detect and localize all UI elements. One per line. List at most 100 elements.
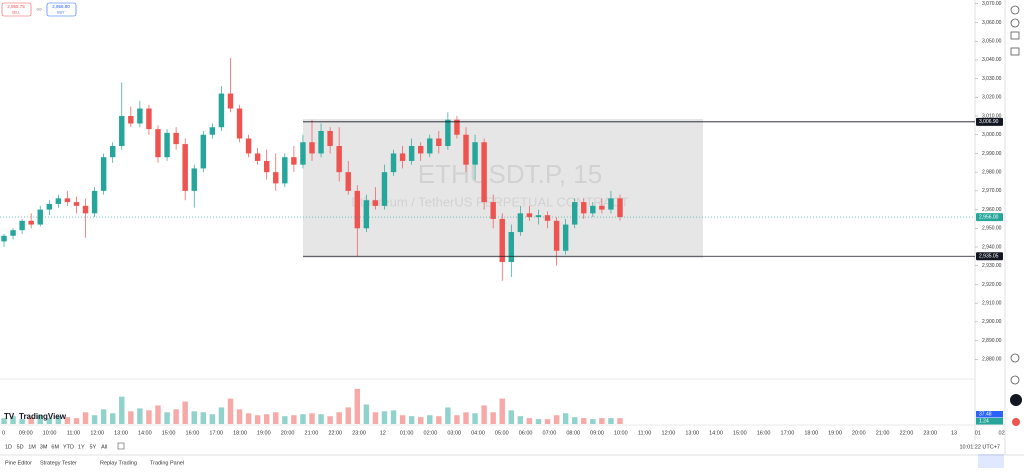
toolbar-icon[interactable] <box>1010 375 1020 385</box>
bottom-tab[interactable]: Replay Trading <box>100 460 137 466</box>
buy-button[interactable] <box>46 2 77 17</box>
volume-bar <box>318 414 324 424</box>
sell-price: 2,955.75 <box>7 4 25 9</box>
candle-body <box>200 134 207 169</box>
candle-body <box>218 93 225 128</box>
timeframe-button[interactable]: 5Y <box>90 444 97 450</box>
x-tick-label: 22:00 <box>328 430 342 436</box>
volume-bar <box>517 416 524 424</box>
toolbar-grid-icon[interactable] <box>1010 394 1022 406</box>
volume-bar <box>209 414 216 424</box>
x-tick-label: 13:00 <box>114 430 128 436</box>
candle-body <box>37 209 43 225</box>
volume-badge <box>976 418 1003 425</box>
calendar-icon[interactable] <box>117 442 125 450</box>
x-tick-label: 11:00 <box>67 430 80 436</box>
bottom-tab[interactable]: Pine Editor <box>5 460 32 466</box>
volume-badge-label: 1.24 <box>979 418 989 424</box>
x-tick-label: 14:00 <box>709 430 723 436</box>
volume-bar <box>254 415 261 424</box>
y-tick-label: 3,010.00 <box>982 113 1002 119</box>
timeframe-button[interactable]: 6M <box>51 444 59 450</box>
candle-body <box>191 168 197 191</box>
volume-bar <box>10 416 16 424</box>
toolbar-icon[interactable] <box>1010 5 1020 15</box>
volume-bar <box>91 415 98 424</box>
watermark-symbol: ETHUSDT.P, 15 <box>418 159 602 189</box>
candle-body <box>490 202 496 219</box>
volume-bar <box>82 412 89 424</box>
toolbar-icon[interactable] <box>1010 353 1020 363</box>
candle-body <box>535 215 542 218</box>
x-tick-label: 11:00 <box>638 430 651 436</box>
bottom-tab[interactable]: Trading Panel <box>150 460 184 466</box>
volume-bar <box>309 413 315 424</box>
candle-body <box>336 145 342 173</box>
volume-bar <box>427 415 433 424</box>
volume-bar <box>119 396 125 424</box>
candle-body <box>164 132 170 158</box>
x-tick-label: 17:00 <box>209 430 223 436</box>
timeframe-button[interactable]: 3M <box>40 444 48 450</box>
timeframe-button[interactable]: 1M <box>28 444 36 450</box>
candle-body <box>481 142 487 203</box>
volume-bar <box>508 410 515 424</box>
timeframe-button[interactable]: 1D <box>5 444 12 450</box>
volume-bar <box>445 407 451 424</box>
volume-bar <box>146 410 152 424</box>
timeframe-button[interactable]: YTD <box>63 444 74 450</box>
candle-body <box>273 172 279 184</box>
toolbar-icon[interactable] <box>1010 31 1020 40</box>
volume-bar <box>73 418 80 424</box>
candle-body <box>417 145 424 154</box>
volume-bar <box>526 418 533 424</box>
volume-bar <box>463 412 469 424</box>
volume-bar <box>200 412 207 424</box>
x-tick-label: 15:00 <box>733 430 747 436</box>
x-tick-label: 12 <box>380 430 386 436</box>
x-tick-label: 07:00 <box>543 430 557 436</box>
volume-bar <box>544 419 551 424</box>
candles <box>1 58 623 424</box>
toolbar-icon[interactable] <box>1010 18 1020 28</box>
timeframe-button[interactable]: All <box>101 444 107 450</box>
x-tick-label: 23:00 <box>923 430 937 436</box>
volume-bar <box>490 412 496 424</box>
candle-body <box>436 138 442 146</box>
x-tick-label: 15:00 <box>162 430 176 436</box>
candle-body <box>263 160 270 173</box>
x-tick-label: 21:00 <box>305 430 319 436</box>
volume-bar <box>227 398 234 424</box>
watermark-name: Ethereum / TetherUS PERPETUAL CONTRACT <box>351 194 628 209</box>
volume-bar <box>336 412 342 424</box>
notification-icon[interactable] <box>1012 418 1020 426</box>
x-tick-label: 0 <box>2 430 5 436</box>
y-tick-label: 2,970.00 <box>982 188 1002 194</box>
candle-body <box>363 200 370 229</box>
logo-mark: TV <box>4 412 15 421</box>
volume-bar <box>390 410 397 424</box>
volume-bar <box>472 413 478 424</box>
volume-bar <box>100 409 107 424</box>
y-tick-label: 3,050.00 <box>982 38 1002 44</box>
x-tick-label: 18:00 <box>804 430 818 436</box>
candle-body <box>517 213 524 233</box>
volume-bar <box>236 409 243 424</box>
candle-body <box>128 116 134 124</box>
bottom-tab[interactable]: Strategy Tester <box>40 460 77 466</box>
y-tick-label: 2,920.00 <box>982 282 1002 288</box>
candle-body <box>608 198 614 210</box>
timeframe-button[interactable]: 1Y <box>78 444 85 450</box>
candle-body <box>562 224 569 251</box>
sell-button[interactable] <box>1 2 32 17</box>
volume-bar <box>64 417 71 424</box>
volume-bar <box>381 411 388 424</box>
timeframe-button[interactable]: 5D <box>17 444 24 450</box>
candle-body <box>454 119 460 135</box>
toolbar-icon[interactable] <box>1010 47 1020 56</box>
x-tick-label: 23:00 <box>352 430 366 436</box>
price-badge <box>976 252 1003 261</box>
panel-toggle[interactable] <box>978 454 1004 468</box>
x-tick-label: 10:00 <box>43 430 57 436</box>
price-badge-label: 3,006.90 <box>979 119 999 125</box>
